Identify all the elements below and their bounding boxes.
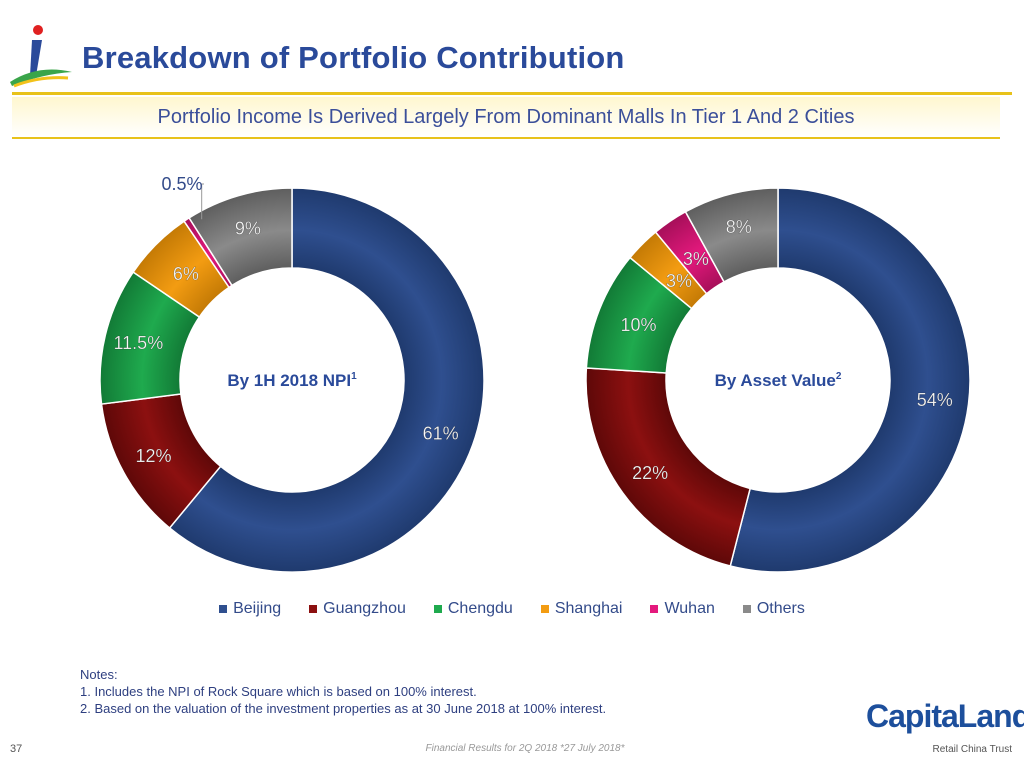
slice-label-beijing: 61%: [423, 424, 459, 444]
legend-label: Guangzhou: [323, 600, 406, 617]
legend-swatch-guangzhou: [309, 605, 318, 613]
slice-label-guangzhou: 22%: [632, 463, 668, 483]
legend-swatch-beijing: [219, 605, 228, 613]
center-label: By Asset Value2: [715, 371, 842, 390]
page-number: 37: [10, 743, 23, 755]
note-item: 1. Includes the NPI of Rock Square which…: [80, 684, 477, 699]
slice-label-wuhan: 3%: [683, 249, 709, 269]
center-label-superscript: 1: [351, 371, 357, 382]
legend-label: Wuhan: [664, 600, 715, 617]
legend-swatch-chengdu: [433, 605, 442, 613]
legend-item-beijing: Beijing: [219, 600, 281, 618]
slice-beijing: [168, 187, 485, 573]
legend-item-chengdu: Chengdu: [433, 600, 513, 618]
chart-legend: Beijing Guangzhou Chengdu Shanghai Wuhan…: [0, 598, 1024, 620]
slice-label-chengdu: 11.5%: [114, 333, 164, 353]
slice-others: [188, 187, 293, 287]
page-subtitle: Portfolio Income Is Derived Largely From…: [157, 106, 855, 128]
leader-line: [201, 183, 204, 220]
slice-label-others: 9%: [235, 218, 261, 238]
slice-label-shanghai: 3%: [666, 271, 692, 291]
slice-others: [684, 187, 779, 283]
slice-label-beijing: 54%: [917, 390, 953, 410]
slice-label-guangzhou: 12%: [136, 446, 172, 466]
slice-label-others: 8%: [726, 217, 752, 237]
notes-heading: Notes:: [80, 667, 118, 682]
subtitle-banner: Portfolio Income Is Derived Largely From…: [12, 97, 1000, 139]
capitaland-logo: CapitaLand Retail China Trust: [866, 698, 1024, 764]
slice-label-wuhan: 0.5%: [161, 174, 202, 194]
asset-value-donut-chart: 54% 22% 10% 3%3% 8% By Asset Value2: [585, 187, 971, 573]
legend-swatch-shanghai: [540, 605, 549, 613]
legend-item-wuhan: Wuhan: [650, 600, 715, 618]
slice-label-chengdu: 10%: [621, 315, 657, 335]
legend-label: Shanghai: [554, 600, 623, 617]
title-rule: [12, 92, 1012, 95]
slice-guangzhou: [585, 367, 752, 567]
slice-label-shanghai: 6%: [173, 264, 199, 284]
brand-subtitle: Retail China Trust: [932, 744, 1012, 755]
legend-swatch-others: [742, 605, 751, 613]
npi-donut-chart: 61% 12% 11.5% 6% 0.5% 9% By 1H 2018 NPI1: [99, 174, 485, 573]
legend-swatch-wuhan: [650, 605, 659, 613]
page-title: Breakdown of Portfolio Contribution: [82, 40, 625, 75]
footer-text: Financial Results for 2Q 2018 *27 July 2…: [425, 743, 625, 754]
legend-label: Others: [756, 600, 805, 617]
legend-item-others: Others: [742, 600, 805, 618]
center-label: By 1H 2018 NPI1: [227, 371, 357, 390]
brand-name: CapitaLand: [866, 698, 1024, 734]
legend-item-shanghai: Shanghai: [540, 600, 623, 618]
notes: Notes: 1. Includes the NPI of Rock Squar…: [80, 666, 606, 717]
slice-beijing: [729, 187, 971, 573]
trust-logo-icon: [10, 25, 72, 88]
center-label-superscript: 2: [836, 371, 842, 382]
legend-item-guangzhou: Guangzhou: [309, 600, 406, 618]
donut-charts: 61%12%11.5%6%0.5%9%By 1H 2018 NPI1 54%22…: [99, 174, 971, 573]
legend-label: Chengdu: [447, 600, 513, 617]
note-item: 2. Based on the valuation of the investm…: [80, 701, 607, 716]
legend-label: Beijing: [233, 600, 282, 617]
